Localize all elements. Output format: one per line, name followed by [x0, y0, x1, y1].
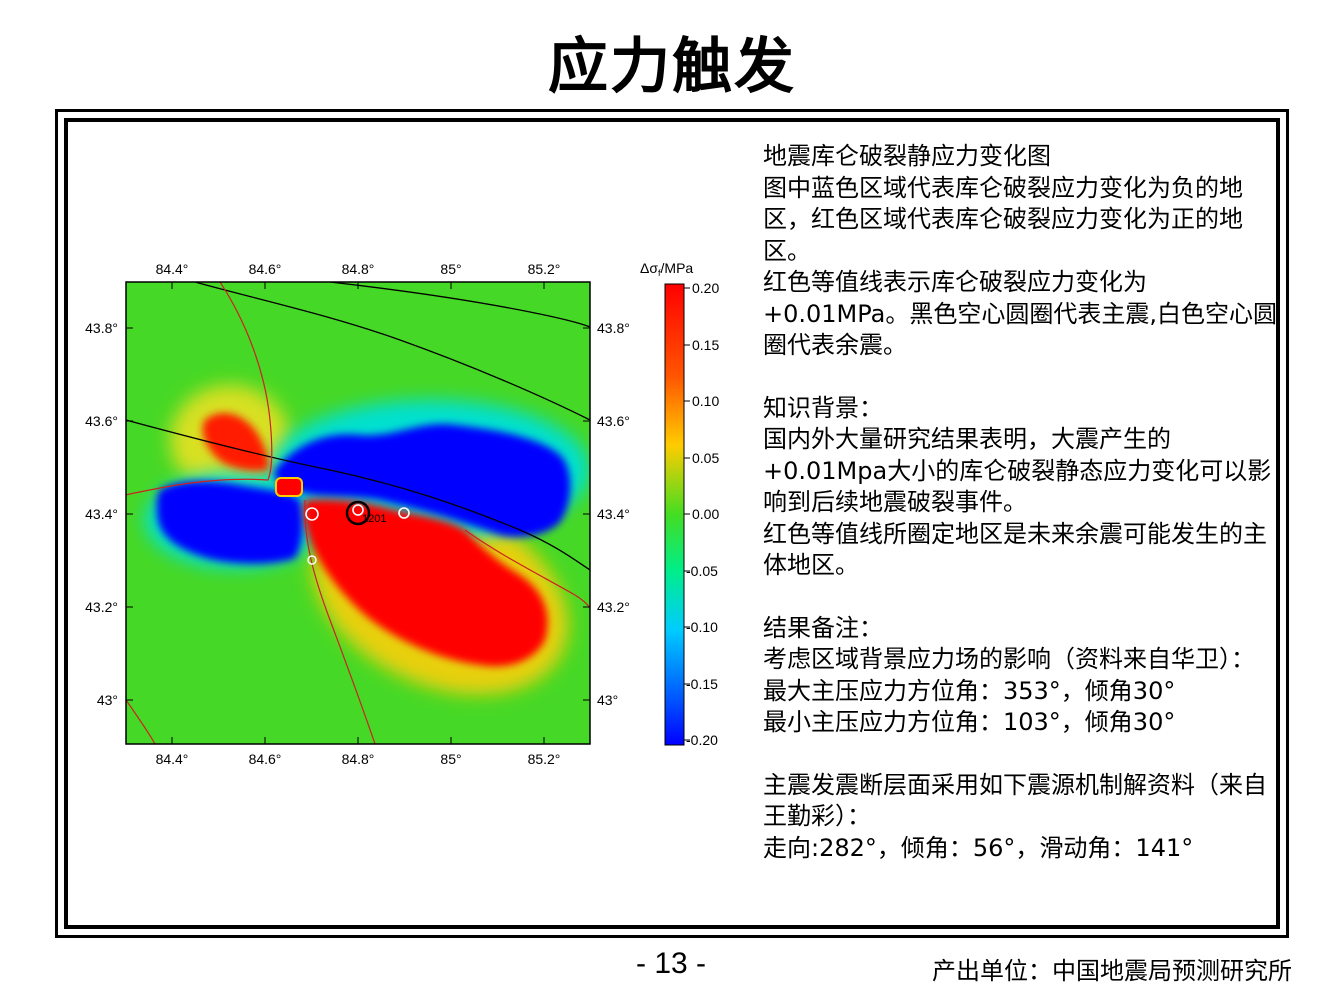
x-tick-label: 84.8°: [342, 751, 375, 767]
event-label: 1201: [362, 513, 386, 525]
aftershock-marker: [352, 504, 364, 516]
positive-lobe-northwest: [202, 413, 269, 471]
stress-field: 1201: [126, 282, 590, 744]
y-tick-label: 43.6°: [597, 413, 630, 429]
color-explanation: 图中蓝色区域代表库仑破裂应力变化为负的地区，红色区域代表库仑破裂应力变化为正的地…: [763, 173, 1243, 265]
aftershock-marker: [307, 555, 317, 565]
colorbar-gradient: [664, 283, 685, 746]
aftershock-marker: [305, 507, 319, 521]
x-tick-label: 85.2°: [528, 261, 561, 277]
colorbar-tick: -0.20: [686, 732, 718, 748]
x-tick-label: 84.8°: [342, 261, 375, 277]
focal-mechanism-note: 主震发震断层面采用如下震源机制解资料（来自王勤彩）：: [763, 770, 1267, 831]
x-tick-label: 84.4°: [156, 261, 189, 277]
min-stress-azimuth: 最小主压应力方位角：103°，倾角30°: [763, 708, 1176, 736]
x-tick-label: 85°: [440, 261, 461, 277]
y-tick-label: 43.4°: [597, 506, 630, 522]
background-text: 国内外大量研究结果表明，大震产生的+0.01Mpa大小的库仑破裂静态应力变化可以…: [763, 425, 1272, 516]
x-tick-label: 85.2°: [528, 751, 561, 767]
notes-heading: 结果备注：: [763, 613, 883, 642]
y-tick-label: 43.4°: [85, 506, 118, 522]
colorbar-label: Δσf/MPa: [640, 260, 693, 278]
colorbar-tick: -0.05: [686, 563, 718, 579]
y-tick-label: 43.8°: [597, 320, 630, 336]
page-number: - 13 -: [636, 947, 707, 980]
description-panel: 地震库仑破裂静应力变化图 图中蓝色区域代表库仑破裂应力变化为负的地区，红色区域代…: [763, 141, 1278, 864]
map-caption: 地震库仑破裂静应力变化图: [763, 142, 1051, 170]
negative-lobe-west: [156, 481, 303, 564]
focal-mechanism-values: 走向:282°，倾角：56°，滑动角：141°: [763, 833, 1194, 862]
colorbar-tick: 0.00: [692, 506, 719, 522]
aftershock-marker: [398, 507, 410, 519]
colorbar-tick: -0.10: [686, 619, 718, 635]
source-credit: 产出单位：中国地震局预测研究所: [932, 957, 1292, 985]
contour-note: 红色等值线所圈定地区是未来余震可能发生的主体地区。: [763, 519, 1267, 580]
y-tick-label: 43.6°: [85, 413, 118, 429]
x-axis-bottom: 84.4° 84.6° 84.8° 85° 85.2°: [156, 737, 561, 767]
colorbar-tick: -0.15: [686, 676, 718, 692]
x-tick-label: 84.4°: [156, 751, 189, 767]
colorbar: Δσf/MPa 0.20 0.15 0.10 0.05 0.00 -0.05 -…: [640, 260, 719, 748]
colorbar-tick: 0.05: [692, 450, 719, 466]
content-frame-inner: [64, 118, 1280, 929]
negative-lobe-northeast: [274, 424, 571, 537]
positive-lobe-southeast: [303, 499, 548, 667]
stress-field-note: 考虑区域背景应力场的影响（资料来自华卫）：: [763, 645, 1255, 673]
x-tick-label: 85°: [440, 751, 461, 767]
y-tick-label: 43.8°: [85, 320, 118, 336]
colorbar-tick: 0.20: [692, 280, 719, 296]
background-heading: 知识背景：: [763, 393, 883, 422]
colorbar-tick: 0.15: [692, 337, 719, 353]
y-axis-right: 43.8° 43.6° 43.4° 43.2° 43°: [583, 320, 630, 708]
x-tick-label: 84.6°: [249, 261, 282, 277]
y-tick-label: 43°: [597, 692, 618, 708]
max-stress-azimuth: 最大主压应力方位角：353°，倾角30°: [763, 676, 1176, 705]
x-tick-label: 84.6°: [249, 751, 282, 767]
x-axis-top: 84.4° 84.6° 84.8° 85° 85.2°: [156, 261, 561, 289]
y-axis-left: 43.8° 43.6° 43.4° 43.2° 43°: [85, 320, 133, 708]
mainshock-marker: [345, 500, 371, 526]
colorbar-tick: 0.10: [692, 393, 719, 409]
y-tick-label: 43.2°: [597, 599, 630, 615]
y-tick-label: 43.2°: [85, 599, 118, 615]
symbol-explanation: 红色等值线表示库仑破裂应力变化为+0.01MPa。黑色空心圆圈代表主震,白色空心…: [763, 268, 1277, 359]
slide-title: 应力触发: [548, 32, 796, 102]
y-tick-label: 43°: [97, 692, 118, 708]
